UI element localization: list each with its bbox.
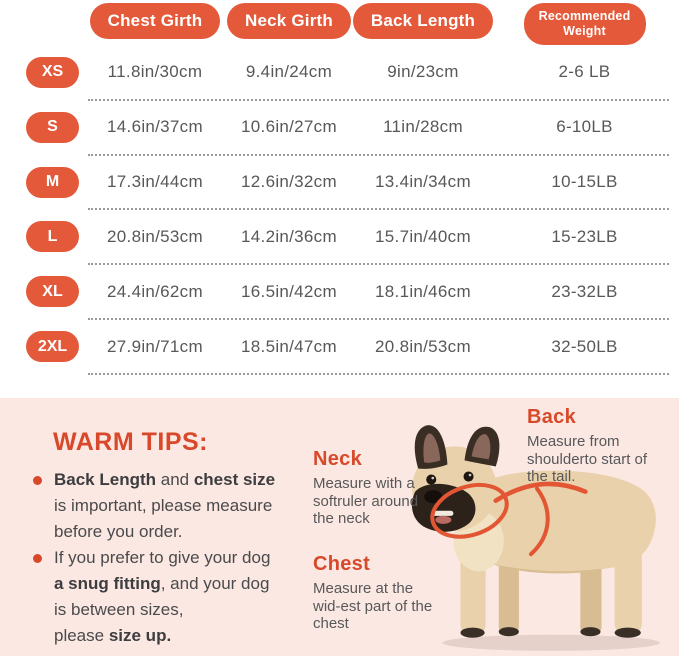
weight-value: 15-23LB [551, 226, 618, 246]
back-length-value: 20.8in/53cm [375, 336, 471, 356]
back-callout-title: Back [527, 406, 577, 428]
column-header-back-length: Back Length [352, 3, 494, 39]
dotted-divider [88, 263, 669, 266]
size-badge: 2XL [26, 331, 79, 363]
dotted-divider [88, 372, 669, 375]
neck-girth-value: 14.2in/36cm [241, 226, 337, 246]
neck-girth-value: 12.6in/32cm [241, 172, 337, 192]
chest-callout-title: Chest [313, 553, 371, 575]
column-header-recommended-weight: Recommended Weight [523, 3, 646, 45]
dog-shadow [442, 634, 660, 651]
back-callout-desc: Measure from shoulderto start of the tai… [527, 433, 648, 485]
dog-illustration [411, 425, 660, 651]
back-callout: Back Measure from shoulderto start of th… [527, 406, 669, 486]
chest-callout-desc: Measure at the wid-est part of the chest [313, 580, 433, 632]
tip-plain: please [54, 626, 109, 645]
tip-bold: Back Length [54, 470, 157, 489]
neck-girth-value: 18.5in/47cm [241, 336, 337, 356]
back-length-value: 11in/28cm [383, 117, 463, 137]
size-badge: M [26, 166, 79, 198]
weight-value: 10-15LB [551, 172, 618, 192]
back-length-value: 13.4in/34cm [375, 172, 471, 192]
tip-item: If you prefer to give your dog a snug fi… [33, 545, 311, 649]
neck-callout-title: Neck [313, 448, 363, 470]
neck-girth-value: 16.5in/42cm [241, 281, 337, 301]
tip-text: Back Length and chest size is important,… [54, 467, 275, 545]
size-badge: L [26, 221, 79, 253]
warm-tips-title: WARM TIPS: [53, 428, 208, 456]
size-badge: XL [26, 276, 79, 308]
table-row: L 20.8in/53cm 14.2in/36cm 15.7in/40cm 15… [0, 209, 679, 266]
table-row: XS 11.8in/30cm 9.4in/24cm 9in/23cm 2-6 L… [0, 45, 679, 101]
bullet-icon [33, 476, 42, 485]
neck-girth-value: 9.4in/24cm [245, 62, 333, 82]
chest-girth-value: 20.8in/53cm [107, 226, 203, 246]
back-length-value: 15.7in/40cm [375, 226, 471, 246]
weight-value: 23-32LB [551, 281, 618, 301]
tip-line: If you prefer to give your dog [54, 548, 271, 567]
chest-girth-value: 24.4in/62cm [107, 281, 203, 301]
table-row: M 17.3in/44cm 12.6in/32cm 13.4in/34cm 10… [0, 155, 679, 211]
dotted-divider [88, 318, 669, 321]
chest-girth-value: 17.3in/44cm [107, 172, 203, 192]
weight-value: 32-50LB [551, 336, 618, 356]
warm-tips-panel: WARM TIPS: Back Length and chest size is… [0, 398, 679, 656]
weight-value: 2-6 LB [558, 62, 611, 82]
tip-plain: and [156, 470, 194, 489]
dog-nose [424, 490, 443, 504]
tip-line: is between sizes, [54, 600, 184, 619]
chest-measure-arc [528, 486, 550, 557]
column-header-chest-girth: Chest Girth [89, 3, 221, 39]
dotted-divider [88, 98, 669, 101]
tip-text: If you prefer to give your dog a snug fi… [54, 545, 270, 649]
table-row: XL 24.4in/62cm 16.5in/42cm 18.1in/46cm 2… [0, 264, 679, 321]
tip-bold: size up. [108, 626, 172, 645]
tip-item: Back Length and chest size is important,… [33, 467, 311, 545]
back-measure-arc [493, 481, 588, 503]
back-length-value: 18.1in/46cm [375, 281, 471, 301]
neck-measure-ring [430, 482, 509, 539]
chest-callout: Chest Measure at the wid-est part of the… [313, 553, 441, 633]
chest-girth-value: 14.6in/37cm [107, 117, 203, 137]
tip-line: before you order. [54, 522, 183, 541]
tip-bold: a snug fitting [54, 574, 161, 593]
chest-girth-value: 27.9in/71cm [107, 336, 203, 356]
warm-tips-block: WARM TIPS: Back Length and chest size is… [33, 428, 311, 649]
neck-callout-desc: Measure with a softruler around the neck [313, 475, 419, 527]
size-table: Chest Girth Neck Girth Back Length Recom… [0, 0, 679, 375]
bullet-icon [33, 554, 42, 563]
table-body: XS 11.8in/30cm 9.4in/24cm 9in/23cm 2-6 L… [0, 45, 679, 375]
chest-girth-value: 11.8in/30cm [107, 62, 203, 82]
neck-girth-value: 10.6in/27cm [241, 117, 337, 137]
weight-value: 6-10LB [556, 117, 613, 137]
size-badge: S [26, 111, 79, 143]
table-row: 2XL 27.9in/71cm 18.5in/47cm 20.8in/53cm … [0, 319, 679, 375]
back-length-value: 9in/23cm [387, 62, 459, 82]
tip-line: is important, please measure [54, 496, 273, 515]
table-row: S 14.6in/37cm 10.6in/27cm 11in/28cm 6-10… [0, 100, 679, 156]
tip-bold: chest size [193, 470, 276, 489]
dotted-divider [88, 153, 669, 156]
neck-callout: Neck Measure with a softruler around the… [313, 448, 441, 528]
size-badge: XS [26, 56, 79, 88]
dotted-divider [88, 208, 669, 211]
tip-plain: , and your dog [160, 574, 270, 593]
column-header-neck-girth: Neck Girth [227, 3, 351, 39]
table-header-row: Chest Girth Neck Girth Back Length Recom… [0, 0, 679, 45]
